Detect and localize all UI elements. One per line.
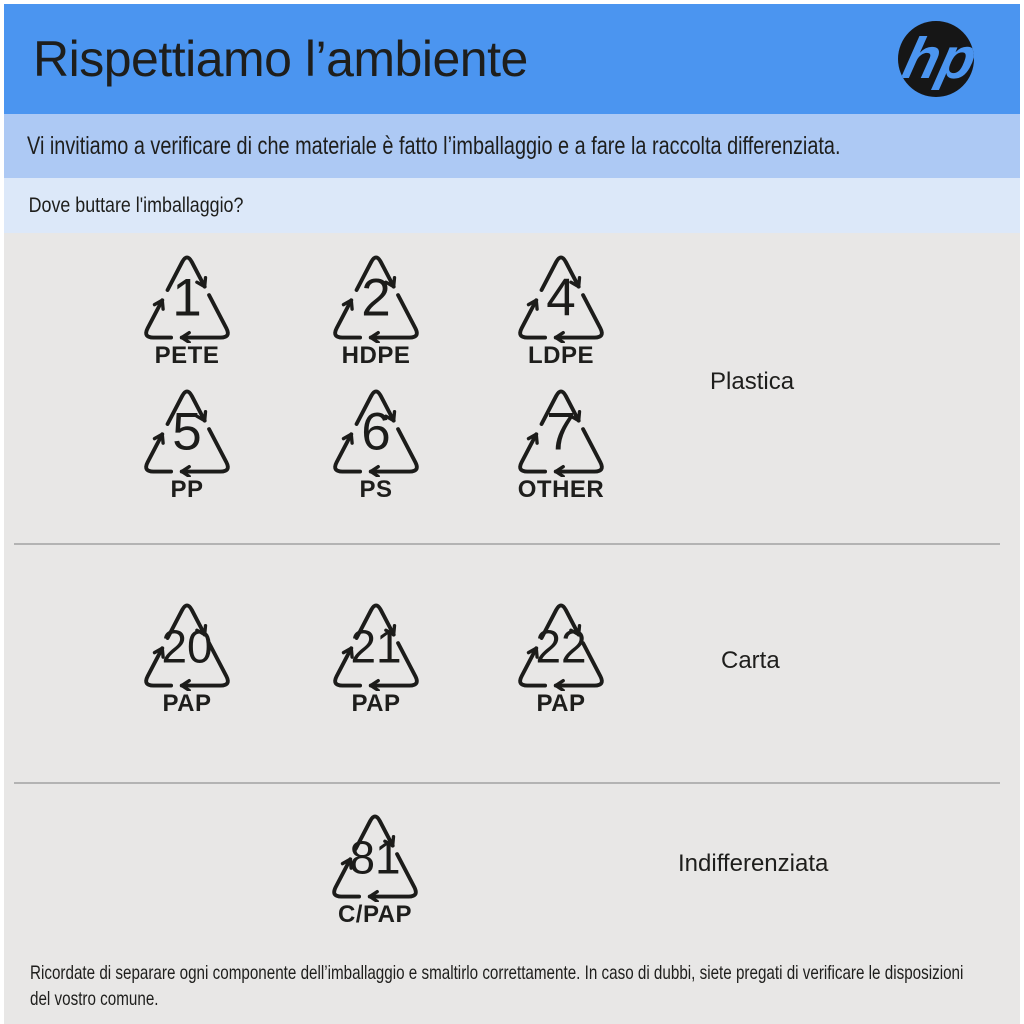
material-code-label: LDPE [527,342,594,369]
hp-logo-icon: hp [896,19,976,99]
material-code-label: PAP [351,690,401,717]
recycling-symbol-2: 2 HDPE [301,249,451,369]
svg-text:20: 20 [161,621,212,673]
recycling-symbol-22: 22 PAP [486,597,636,717]
material-code-label: C/PAP [337,901,413,928]
recycling-symbol-20: 20 PAP [112,597,262,717]
recycling-symbol-7: 7 OTHER [486,383,636,503]
section-plastica: Plastica 1 PETE 2 HDPE 4 LDPE 5 PP 6 PS 7 OTHER [4,233,1020,543]
material-code-label: OTHER [517,476,605,503]
subtitle-banner: Vi invitiamo a verificare di che materia… [4,114,1020,178]
header: Rispettiamo l’ambiente hp [4,4,1020,114]
recycling-symbol-1: 1 PETE [112,249,262,369]
svg-text:7: 7 [546,402,575,461]
category-label-carta: Carta [721,647,780,674]
svg-text:1: 1 [172,268,201,327]
section-carta: Carta 20 PAP 21 PAP 22 PAP [4,545,1020,782]
page-title: Rispettiamo l’ambiente [33,31,528,87]
symbols-area: Plastica 1 PETE 2 HDPE 4 LDPE 5 PP 6 PS 7 OTHER Carta… [4,233,1020,1024]
divider [14,543,1000,545]
subtitle-text: Vi invitiamo a verificare di che materia… [27,131,841,160]
material-code-label: PAP [536,690,586,717]
recycling-symbol-81: 81 C/PAP [300,808,450,928]
recycling-symbol-6: 6 PS [301,383,451,503]
recycling-symbol-4: 4 LDPE [486,249,636,369]
material-code-label: PAP [162,690,212,717]
symbol-row: 5 PP 6 PS 7 OTHER [4,383,1020,509]
symbol-row: 20 PAP 21 PAP 22 PAP [4,597,1020,723]
section-indifferenziata: Indifferenziata 81 C/PAP [4,784,1020,1004]
material-code-label: HDPE [341,342,411,369]
svg-text:hp: hp [897,27,976,91]
recycling-symbol-5: 5 PP [112,383,262,503]
svg-text:22: 22 [535,621,586,673]
material-code-label: PS [359,476,393,503]
category-label-indifferenziata: Indifferenziata [678,850,829,877]
symbol-row: 1 PETE 2 HDPE 4 LDPE [4,249,1020,375]
question-banner: Dove buttare l'imballaggio? [4,178,1020,233]
question-text: Dove buttare l'imballaggio? [28,193,244,217]
svg-text:6: 6 [361,402,390,461]
material-code-label: PETE [154,342,220,369]
svg-text:81: 81 [349,832,400,884]
divider [14,782,1000,784]
svg-text:2: 2 [361,268,390,327]
svg-text:21: 21 [350,621,401,673]
material-code-label: PP [170,476,204,503]
recycling-symbol-21: 21 PAP [301,597,451,717]
svg-text:4: 4 [546,268,575,327]
category-label-plastica: Plastica [710,368,795,395]
svg-text:5: 5 [172,402,201,461]
footer-note: Ricordate di separare ogni componente de… [30,962,964,1010]
symbol-row: 81 C/PAP [4,808,1020,934]
